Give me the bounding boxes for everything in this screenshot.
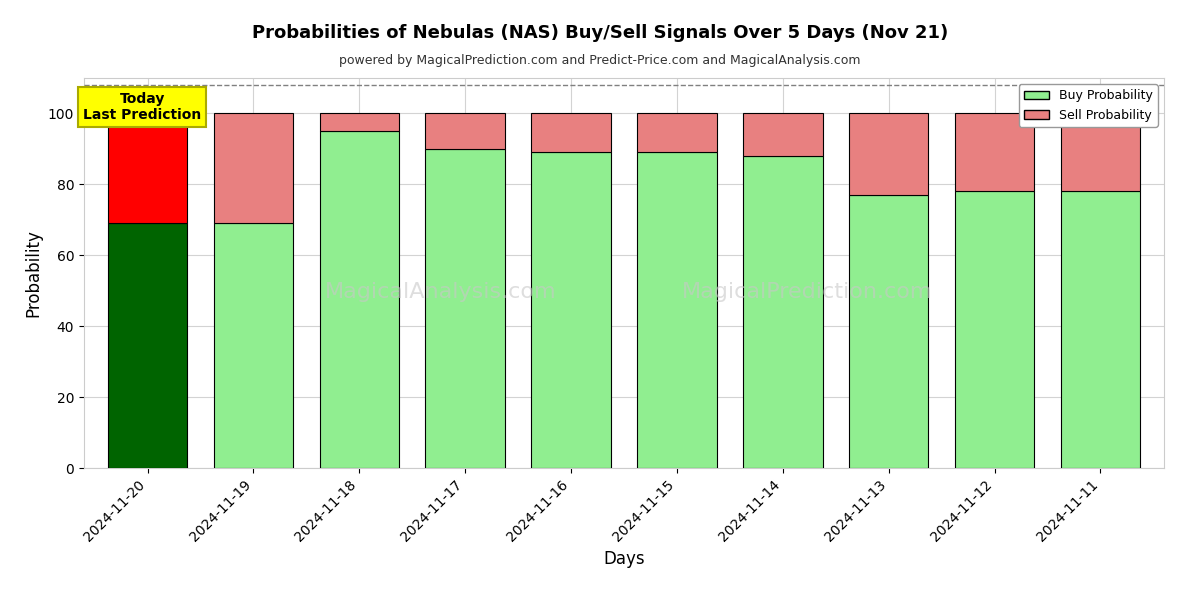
Bar bbox=[1061, 113, 1140, 191]
Bar bbox=[214, 113, 293, 223]
Legend: Buy Probability, Sell Probability: Buy Probability, Sell Probability bbox=[1019, 84, 1158, 127]
Bar bbox=[637, 113, 716, 152]
Bar bbox=[955, 113, 1034, 191]
Y-axis label: Probability: Probability bbox=[24, 229, 42, 317]
Bar bbox=[319, 131, 400, 468]
Bar bbox=[955, 191, 1034, 468]
Text: powered by MagicalPrediction.com and Predict-Price.com and MagicalAnalysis.com: powered by MagicalPrediction.com and Pre… bbox=[340, 54, 860, 67]
Bar bbox=[532, 113, 611, 152]
Text: Today
Last Prediction: Today Last Prediction bbox=[83, 92, 202, 122]
Bar bbox=[319, 113, 400, 131]
Text: MagicalPrediction.com: MagicalPrediction.com bbox=[683, 283, 932, 302]
Text: Probabilities of Nebulas (NAS) Buy/Sell Signals Over 5 Days (Nov 21): Probabilities of Nebulas (NAS) Buy/Sell … bbox=[252, 24, 948, 42]
Text: MagicalAnalysis.com: MagicalAnalysis.com bbox=[324, 283, 557, 302]
Bar bbox=[426, 149, 505, 468]
Bar bbox=[108, 113, 187, 223]
Bar bbox=[850, 195, 929, 468]
Bar bbox=[637, 152, 716, 468]
Bar bbox=[743, 113, 822, 156]
Bar bbox=[426, 113, 505, 149]
X-axis label: Days: Days bbox=[604, 550, 644, 568]
Bar bbox=[214, 223, 293, 468]
Bar bbox=[108, 223, 187, 468]
Bar bbox=[532, 152, 611, 468]
Bar bbox=[850, 113, 929, 195]
Bar bbox=[743, 156, 822, 468]
Bar bbox=[1061, 191, 1140, 468]
